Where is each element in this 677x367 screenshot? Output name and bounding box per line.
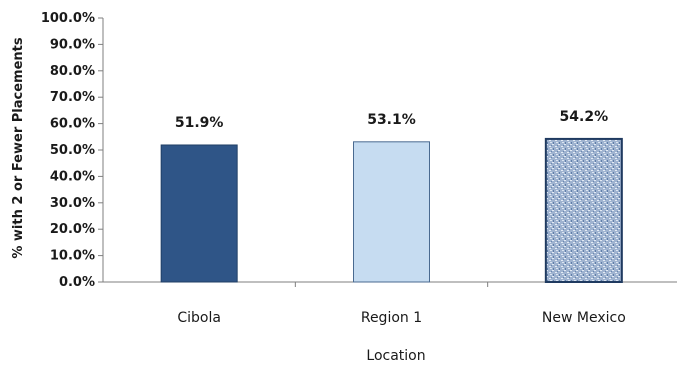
y-tick-label: 100.0% xyxy=(41,11,95,26)
data-label: 53.1% xyxy=(367,112,416,128)
y-tick-label: 60.0% xyxy=(50,117,95,132)
data-label: 54.2% xyxy=(560,109,609,125)
x-tick-label: Cibola xyxy=(177,310,221,326)
y-tick-label: 0.0% xyxy=(59,275,95,290)
x-axis-title: Location xyxy=(366,348,425,364)
y-tick-label: 40.0% xyxy=(50,169,95,184)
y-tick-label: 50.0% xyxy=(50,143,95,158)
y-tick-label: 90.0% xyxy=(50,37,95,52)
bar-region-1 xyxy=(353,141,430,283)
bar-cibola xyxy=(160,144,238,283)
data-label: 51.9% xyxy=(175,115,224,131)
bar-new-mexico xyxy=(544,137,623,283)
y-tick-label: 80.0% xyxy=(50,64,95,79)
y-tick-label: 10.0% xyxy=(50,249,95,264)
y-tick-label: 20.0% xyxy=(50,222,95,237)
y-tick-label: 30.0% xyxy=(50,196,95,211)
x-tick-label: Region 1 xyxy=(361,310,422,326)
y-axis-title: % with 2 or Fewer Placements xyxy=(11,37,26,258)
y-tick-label: 70.0% xyxy=(50,90,95,105)
x-tick-label: New Mexico xyxy=(542,310,626,326)
